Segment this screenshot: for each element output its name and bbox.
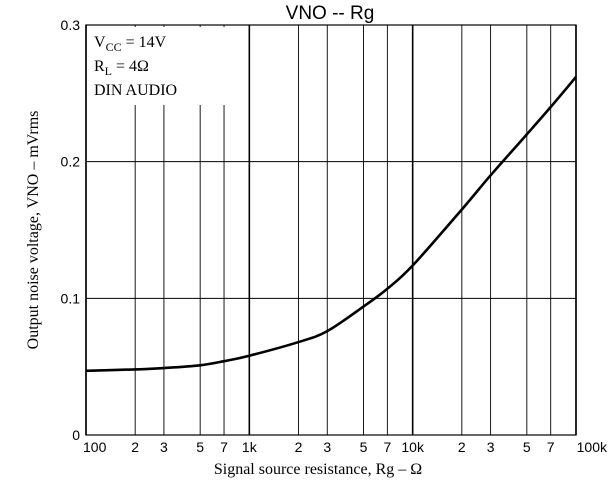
vcc-symbol: V (94, 34, 106, 51)
rl-annotation: RL = 4Ω (94, 58, 149, 78)
x-minor-tick-label: 3 (160, 439, 168, 455)
y-tick-label: 0.3 (61, 17, 81, 33)
vno-curve (85, 76, 577, 373)
conditions-annotation: VCC = 14V RL = 4Ω DIN AUDIO (88, 27, 236, 105)
x-minor-tick-label: 7 (383, 439, 391, 455)
x-minor-tick-label: 7 (220, 439, 228, 455)
chart-title: VNO -- Rg (286, 3, 375, 24)
x-minor-tick-label: 7 (547, 439, 555, 455)
series (85, 76, 577, 373)
y-tick-label: 0.1 (61, 290, 81, 306)
x-major-tick-label: 10k (401, 439, 425, 455)
x-minor-tick-label: 5 (196, 439, 204, 455)
x-minor-tick-label: 2 (295, 439, 303, 455)
x-minor-tick-label: 5 (523, 439, 531, 455)
x-major-tick-label: 100 (83, 439, 107, 455)
vcc-annotation: VCC = 14V (94, 34, 167, 54)
y-tick-labels: 0 0.1 0.2 0.3 (61, 17, 81, 443)
y-tick-label: 0.2 (61, 154, 81, 170)
x-minor-tick-label: 2 (131, 439, 139, 455)
rl-value: = 4Ω (112, 58, 149, 75)
x-axis-label: Signal source resistance, Rg – Ω (214, 461, 422, 478)
plot-area (85, 24, 577, 436)
x-major-tick-label: 1k (242, 439, 258, 455)
x-minor-tick-label: 3 (487, 439, 495, 455)
x-major-tick-label: 100k (577, 439, 608, 455)
x-minor-tick-label: 2 (458, 439, 466, 455)
din-audio-annotation: DIN AUDIO (94, 82, 177, 99)
x-minor-tick-label: 3 (323, 439, 331, 455)
y-tick-label: 0 (72, 427, 80, 443)
rl-symbol: R (94, 58, 105, 75)
y-axis-label: Output noise voltage, VNO – mVrms (25, 111, 42, 350)
vcc-subscript: CC (106, 40, 122, 54)
rl-subscript: L (105, 64, 112, 78)
vcc-value: = 14V (122, 34, 167, 51)
x-minor-tick-label: 5 (360, 439, 368, 455)
